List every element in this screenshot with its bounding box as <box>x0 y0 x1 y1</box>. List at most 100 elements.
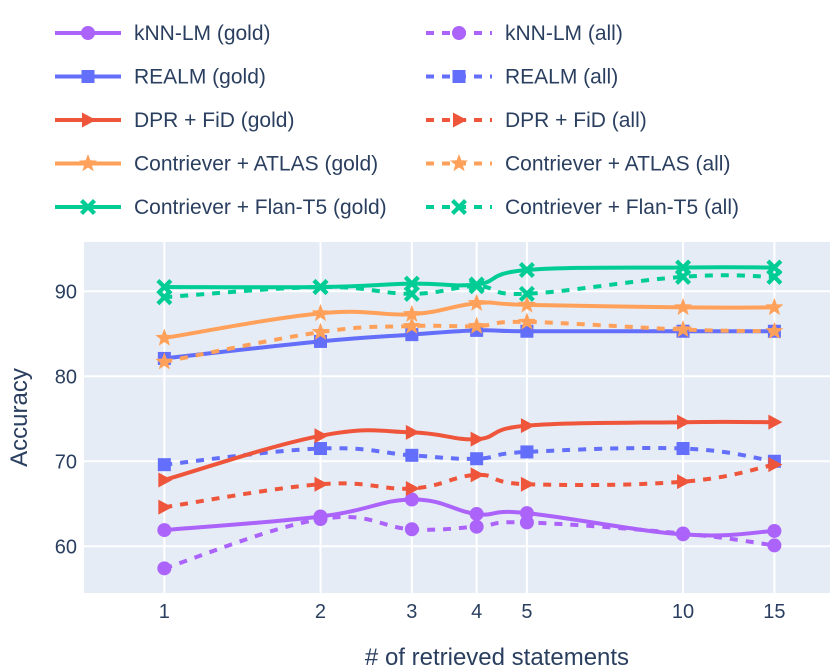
series-contriever-atlas-all <box>155 312 784 370</box>
legend-item[interactable]: Contriever + Flan-T5 (all) <box>426 196 739 219</box>
legend-marker <box>453 112 467 128</box>
plot-background <box>84 242 830 593</box>
data-point <box>157 523 172 538</box>
data-point <box>158 472 173 488</box>
data-point <box>468 278 485 295</box>
series-layer <box>155 259 784 576</box>
data-point <box>467 293 486 311</box>
data-point <box>767 538 782 553</box>
x-tick-label: 2 <box>315 601 326 623</box>
legend-item[interactable]: REALM (all) <box>426 66 618 89</box>
y-tick-label: 90 <box>55 281 77 303</box>
data-point <box>157 458 171 472</box>
y-tick-label: 80 <box>55 366 77 388</box>
data-point <box>766 268 783 285</box>
legend-marker <box>451 199 467 215</box>
data-point <box>675 268 692 285</box>
legend-marker <box>80 199 96 215</box>
data-point <box>469 506 484 521</box>
series-knn-lm-all <box>157 512 782 576</box>
data-point <box>313 442 327 456</box>
series-dpr-fid-all <box>158 457 783 515</box>
data-point <box>404 492 419 507</box>
series-contriever-atlas-gold <box>155 293 784 346</box>
legend-label: Contriever + ATLAS (gold) <box>134 153 378 176</box>
data-point <box>314 428 329 444</box>
data-point <box>312 279 329 296</box>
legend: kNN-LM (gold) REALM (gold) DPR + FiD (gold… <box>55 22 739 219</box>
data-point <box>518 262 535 279</box>
data-point <box>674 320 693 338</box>
series-dpr-fid-gold <box>158 414 783 488</box>
legend-marker <box>79 154 97 172</box>
legend-label: kNN-LM (gold) <box>134 22 271 45</box>
x-tick-label: 4 <box>471 601 482 623</box>
x-tick-label: 1 <box>159 601 170 623</box>
legend-label: Contriever + Flan-T5 (gold) <box>134 196 387 219</box>
legend-marker <box>452 70 466 83</box>
x-tick-label: 10 <box>672 601 694 623</box>
legend-label: DPR + FiD (all) <box>505 109 647 132</box>
data-point <box>676 526 691 541</box>
legend-label: Contriever + Flan-T5 (all) <box>505 196 739 219</box>
x-axis-ticks: 1 2 3 4 5 10 15 <box>159 601 786 623</box>
data-point <box>469 519 484 534</box>
legend-item[interactable]: DPR + FiD (all) <box>426 109 647 132</box>
y-axis-title: Accuracy <box>6 368 33 467</box>
series-contriever-flan-t5-all <box>156 268 783 306</box>
data-point <box>405 448 419 462</box>
legend-item[interactable]: kNN-LM (all) <box>426 22 623 45</box>
data-point <box>470 431 485 447</box>
legend-label: REALM (all) <box>505 66 618 89</box>
data-point <box>405 424 420 440</box>
data-point <box>768 414 783 430</box>
data-point <box>155 328 174 346</box>
data-point <box>765 321 784 339</box>
legend-item[interactable]: REALM (gold) <box>55 66 266 89</box>
data-point <box>677 474 692 490</box>
data-point <box>519 515 534 530</box>
data-point <box>467 316 486 334</box>
data-point <box>765 297 784 316</box>
data-point <box>470 467 485 483</box>
x-axis-title: # of retrieved statements <box>365 644 629 671</box>
data-point <box>158 499 173 515</box>
data-point <box>520 418 535 434</box>
data-point <box>403 285 420 302</box>
data-point <box>677 414 692 430</box>
data-point <box>313 512 328 527</box>
legend-item[interactable]: Contriever + ATLAS (gold) <box>55 153 378 176</box>
y-tick-label: 60 <box>55 536 77 558</box>
legend-label: DPR + FiD (gold) <box>134 109 294 132</box>
data-point <box>520 445 534 459</box>
data-point <box>311 303 330 322</box>
legend-marker <box>81 70 95 83</box>
x-tick-label: 5 <box>521 601 532 623</box>
legend-label: kNN-LM (all) <box>505 22 623 45</box>
data-point <box>156 289 173 306</box>
legend-marker <box>452 26 466 40</box>
data-point <box>402 304 421 322</box>
data-point <box>470 452 484 466</box>
data-point <box>676 442 690 456</box>
data-point <box>155 352 174 370</box>
data-point <box>520 476 535 492</box>
x-tick-label: 3 <box>406 601 417 623</box>
legend-label: Contriever + ATLAS (all) <box>505 153 730 176</box>
data-point <box>517 295 536 313</box>
legend-marker <box>82 112 96 128</box>
legend-item[interactable]: kNN-LM (gold) <box>55 22 271 45</box>
legend-item[interactable]: DPR + FiD (gold) <box>55 109 294 132</box>
x-tick-label: 15 <box>763 601 785 623</box>
data-point <box>404 522 419 537</box>
data-point <box>768 457 783 473</box>
legend-item[interactable]: Contriever + Flan-T5 (gold) <box>55 196 387 219</box>
legend-label: REALM (gold) <box>134 66 266 89</box>
data-point <box>518 285 535 302</box>
data-point <box>402 316 421 334</box>
y-tick-label: 70 <box>55 451 77 473</box>
data-point <box>405 480 420 496</box>
data-point <box>674 297 693 316</box>
legend-item[interactable]: Contriever + ATLAS (all) <box>426 153 730 176</box>
